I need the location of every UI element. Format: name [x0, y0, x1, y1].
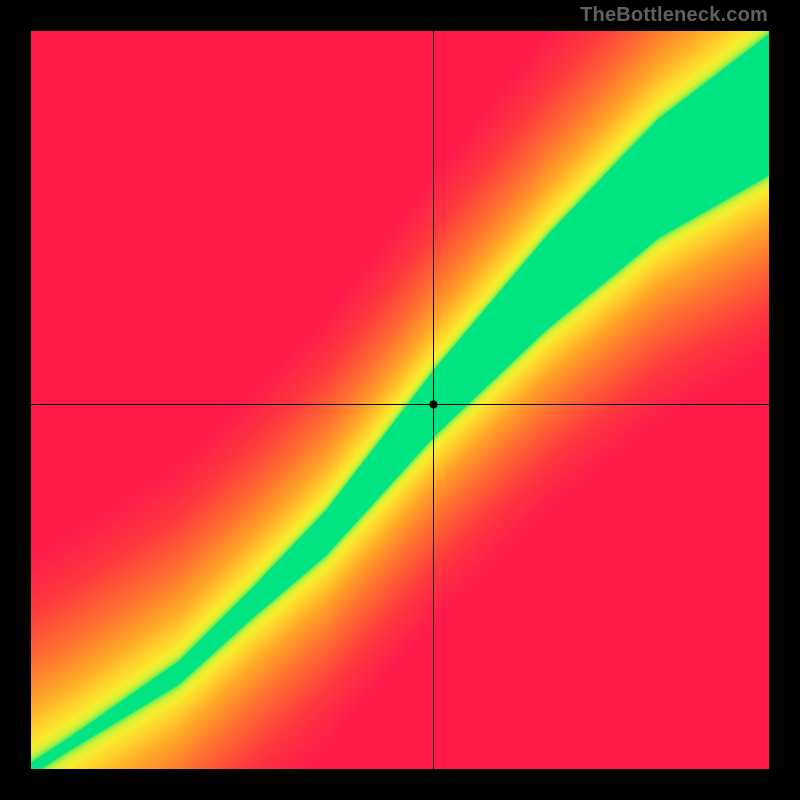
watermark-text: TheBottleneck.com [580, 4, 768, 27]
heatmap-canvas [31, 31, 769, 769]
chart-container: TheBottleneck.com [0, 0, 800, 800]
heatmap-plot [31, 31, 769, 769]
